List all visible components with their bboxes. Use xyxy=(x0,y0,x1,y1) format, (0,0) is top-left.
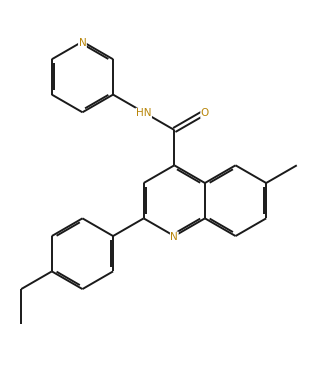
Text: N: N xyxy=(170,232,178,242)
Text: O: O xyxy=(201,108,209,118)
Text: N: N xyxy=(79,38,86,48)
Text: HN: HN xyxy=(136,108,151,118)
